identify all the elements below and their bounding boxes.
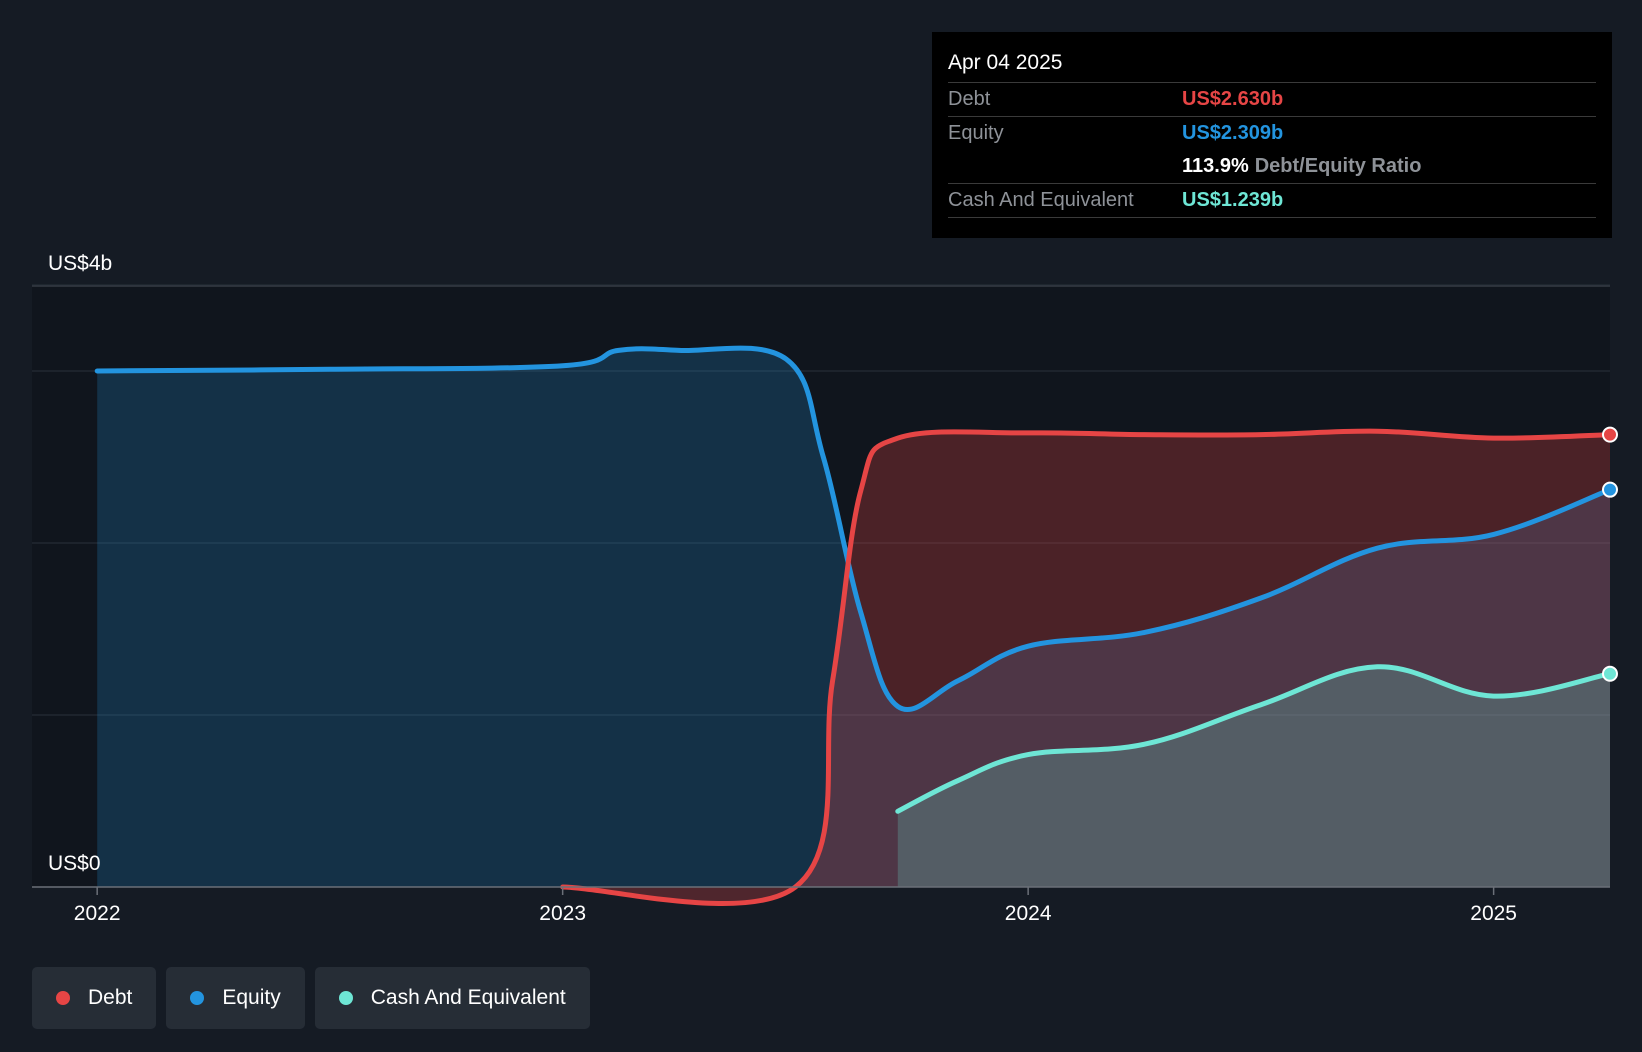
series-areas [97, 348, 1611, 904]
legend-label: Equity [222, 986, 281, 1009]
x-tick-label: 2022 [74, 902, 121, 925]
cash-dot-icon [338, 991, 353, 1005]
legend-item-equity[interactable]: Equity [166, 967, 305, 1029]
tooltip-date: Apr 04 2025 [948, 51, 1063, 74]
legend: Debt Equity Cash And Equivalent [32, 967, 590, 1029]
y-tick-label-bottom: US$0 [48, 852, 101, 875]
tooltip-label: Equity [948, 122, 1004, 144]
endpoint-equity[interactable] [1602, 481, 1618, 498]
y-tick-label-top: US$4b [48, 252, 112, 275]
tooltip-panel: Apr 04 2025 Debt US$2.630b Equity US$2.3… [932, 32, 1612, 238]
line-debt [560, 428, 1613, 906]
area-cash-and-equivalent [897, 666, 1610, 887]
tooltip-label: Cash And Equivalent [948, 189, 1134, 211]
x-axis: 2022 2023 2024 2025 [32, 886, 1610, 925]
tooltip-row-ratio: 113.9% Debt/Equity Ratio [948, 150, 1596, 183]
legend-label: Cash And Equivalent [370, 986, 566, 1009]
area-equity [97, 348, 1611, 887]
tooltip-ratio-value: 113.9% [1182, 155, 1249, 177]
tooltip-value-equity: US$2.309b [1182, 122, 1284, 144]
line-equity [94, 345, 1613, 712]
debt-dot-icon [56, 991, 70, 1005]
tooltip-row-debt: Debt US$2.630b [948, 82, 1596, 116]
x-tick-label: 2024 [1005, 902, 1052, 925]
x-tick-label: 2025 [1470, 902, 1517, 925]
tooltip-value-debt: US$2.630b [1182, 88, 1284, 110]
equity-dot-icon [190, 991, 205, 1005]
endpoint-debt[interactable] [1602, 426, 1618, 443]
tooltip-row-equity: Equity US$2.309b [948, 116, 1596, 150]
endpoint-cash-and-equivalent[interactable] [1602, 665, 1618, 682]
legend-item-cash[interactable]: Cash And Equivalent [314, 967, 590, 1029]
x-tick-label: 2023 [539, 902, 586, 925]
series-endpoints [1602, 426, 1618, 682]
series-lines [94, 345, 1613, 906]
area-debt [562, 431, 1611, 904]
tooltip-ratio-label: Debt/Equity Ratio [1254, 155, 1422, 177]
tooltip-label: Debt [948, 88, 991, 110]
tooltip-value-cash: US$1.239b [1182, 189, 1284, 211]
tooltip-row-cash: Cash And Equivalent US$1.239b [948, 183, 1596, 218]
legend-item-debt[interactable]: Debt [32, 967, 157, 1029]
legend-label: Debt [88, 986, 133, 1009]
line-cash-and-equivalent [895, 664, 1613, 814]
plot-background [32, 286, 1610, 887]
